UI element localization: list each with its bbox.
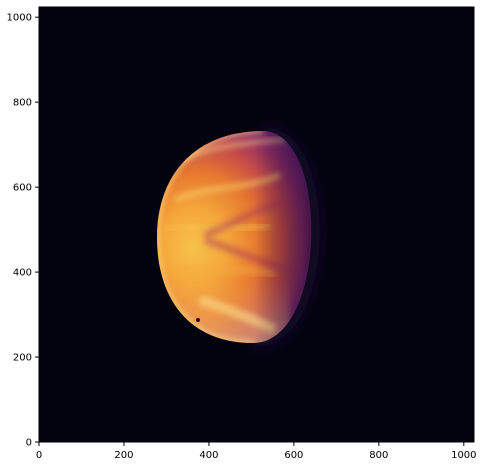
x-tick-label: 1000 (451, 450, 476, 461)
y-tick-label: 200 (13, 353, 32, 364)
y-tick-label: 1000 (7, 13, 32, 24)
y-axis: 0 200 400 600 800 1000 (7, 13, 39, 449)
y-tick-label: 0 (26, 438, 32, 449)
x-tick-label: 600 (284, 450, 303, 461)
y-tick-label: 800 (13, 98, 32, 109)
x-axis: 0 200 400 600 800 1000 (36, 442, 477, 461)
x-tick-label: 800 (369, 450, 388, 461)
y-tick-label: 600 (13, 183, 32, 194)
y-tick-label: 400 (13, 268, 32, 279)
axes-frame (38, 6, 475, 443)
x-tick-label: 0 (36, 450, 42, 461)
x-tick-label: 400 (199, 450, 218, 461)
planet-image (157, 126, 321, 348)
x-tick-label: 200 (114, 450, 133, 461)
